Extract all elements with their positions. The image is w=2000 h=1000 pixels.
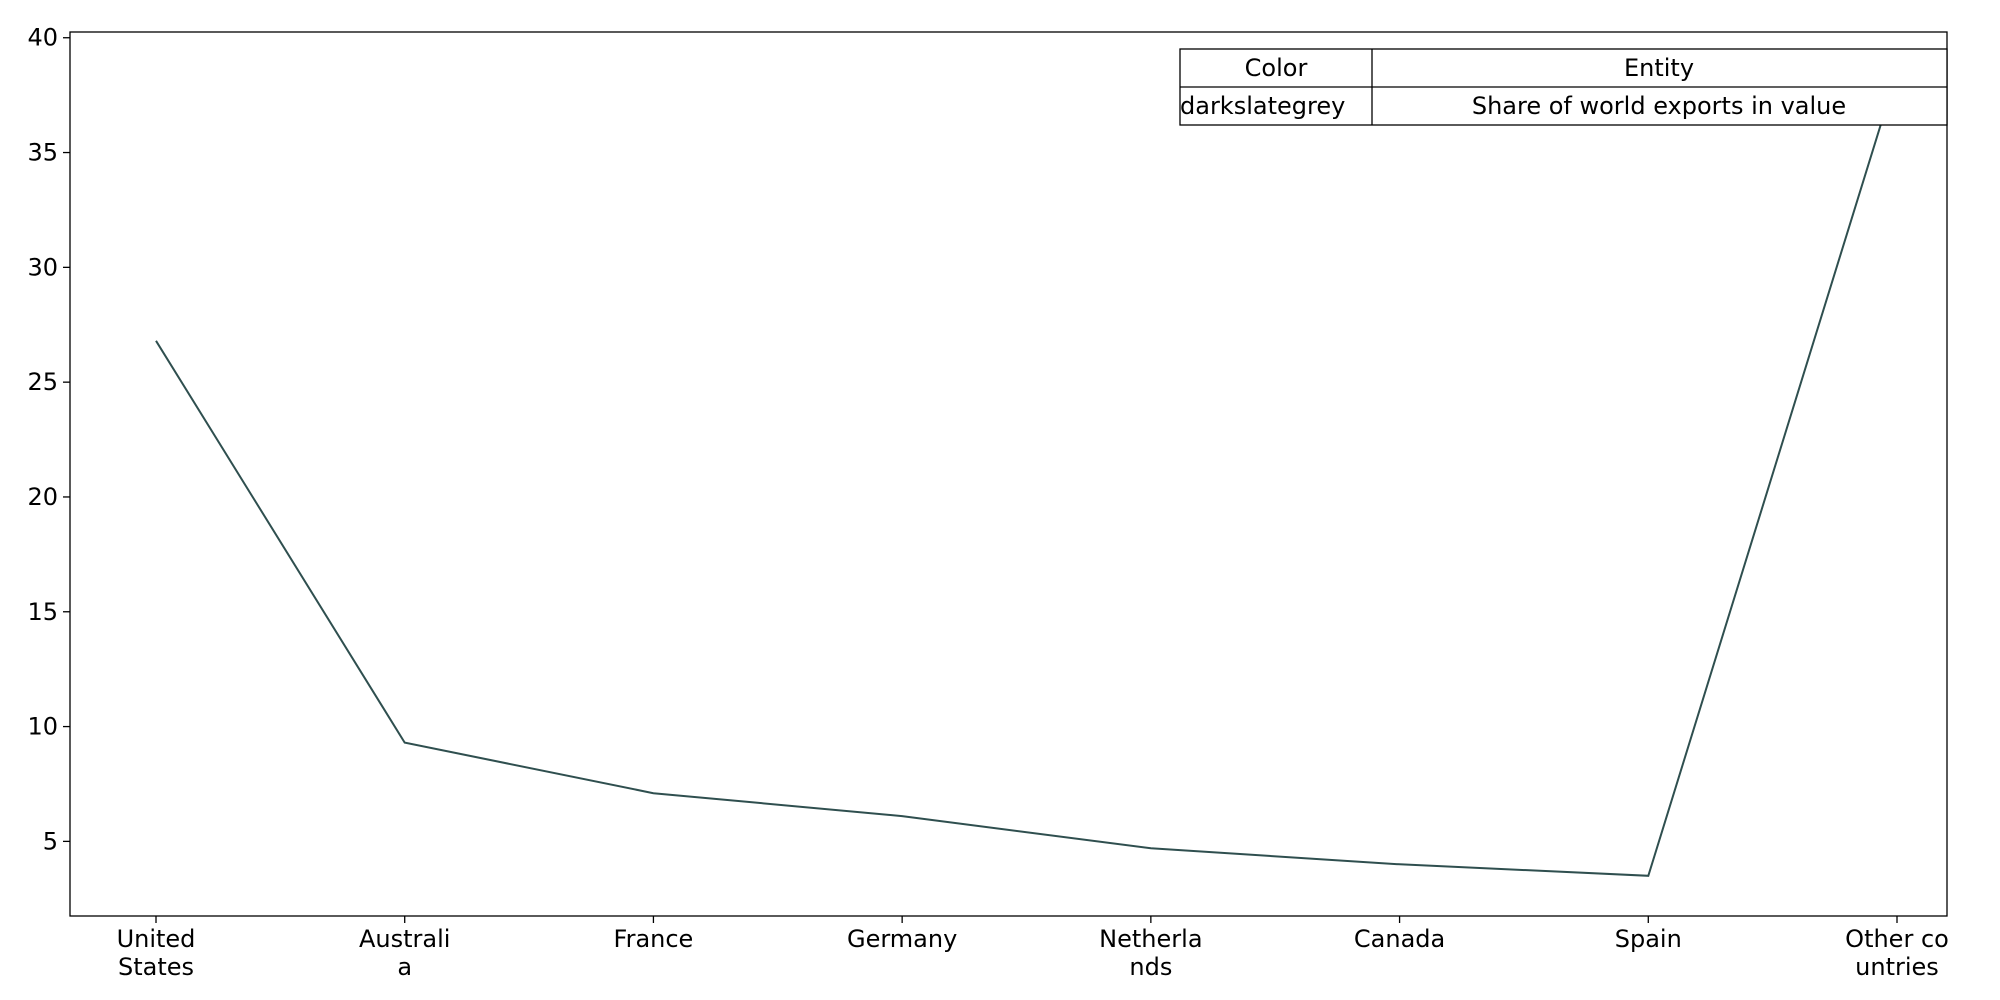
x-tick-label: United States <box>117 925 196 981</box>
y-tick-label: 10 <box>27 713 58 741</box>
x-tick-label: Spain <box>1615 925 1682 953</box>
y-tick-label: 15 <box>27 598 58 626</box>
y-tick-label: 40 <box>27 24 58 52</box>
x-tick-label-line: a <box>397 953 412 981</box>
x-tick-label: Canada <box>1354 925 1445 953</box>
x-tick-label: Netherla nds <box>1099 925 1202 981</box>
y-tick-label: 35 <box>27 139 58 167</box>
x-tick-label-line: Australi <box>359 925 450 953</box>
series-line <box>155 71 1898 877</box>
x-tick-label-line: Netherla <box>1099 925 1202 953</box>
x-tick-label-line: Other co <box>1845 925 1949 953</box>
x-tick-label: Australi a <box>359 925 450 981</box>
legend-row-entity: Share of world exports in value <box>1472 92 1846 120</box>
y-tick-label: 20 <box>27 483 58 511</box>
x-tick-label-line: France <box>614 925 694 953</box>
legend-header-entity: Entity <box>1624 54 1694 82</box>
x-tick-label-line: Germany <box>847 925 957 953</box>
x-tick-label-line: Spain <box>1615 925 1682 953</box>
y-tick-label: 25 <box>27 368 58 396</box>
x-tick-label: Germany <box>847 925 957 953</box>
x-tick-label: France <box>614 925 694 953</box>
x-tick-label: Other co untries <box>1845 925 1949 981</box>
legend-table: Color Entity darkslategrey Share of worl… <box>1179 48 1948 126</box>
y-axis-ticks: 5 10 15 20 25 30 35 40 <box>27 24 70 855</box>
y-tick-label: 30 <box>27 253 58 281</box>
x-tick-label-line: States <box>118 953 194 981</box>
x-tick-label-line: Canada <box>1354 925 1445 953</box>
legend-header-color: Color <box>1245 54 1308 82</box>
x-tick-label-line: untries <box>1855 953 1939 981</box>
x-axis-ticks: United States Australi a France Germany Nether… <box>117 916 1949 981</box>
x-tick-label-line: United <box>117 925 196 953</box>
series-layer <box>155 71 1898 877</box>
legend-row-color: darkslategrey <box>1180 92 1345 120</box>
y-tick-label: 5 <box>43 827 58 855</box>
plot-frame <box>69 31 1948 917</box>
x-tick-label-line: nds <box>1129 953 1172 981</box>
